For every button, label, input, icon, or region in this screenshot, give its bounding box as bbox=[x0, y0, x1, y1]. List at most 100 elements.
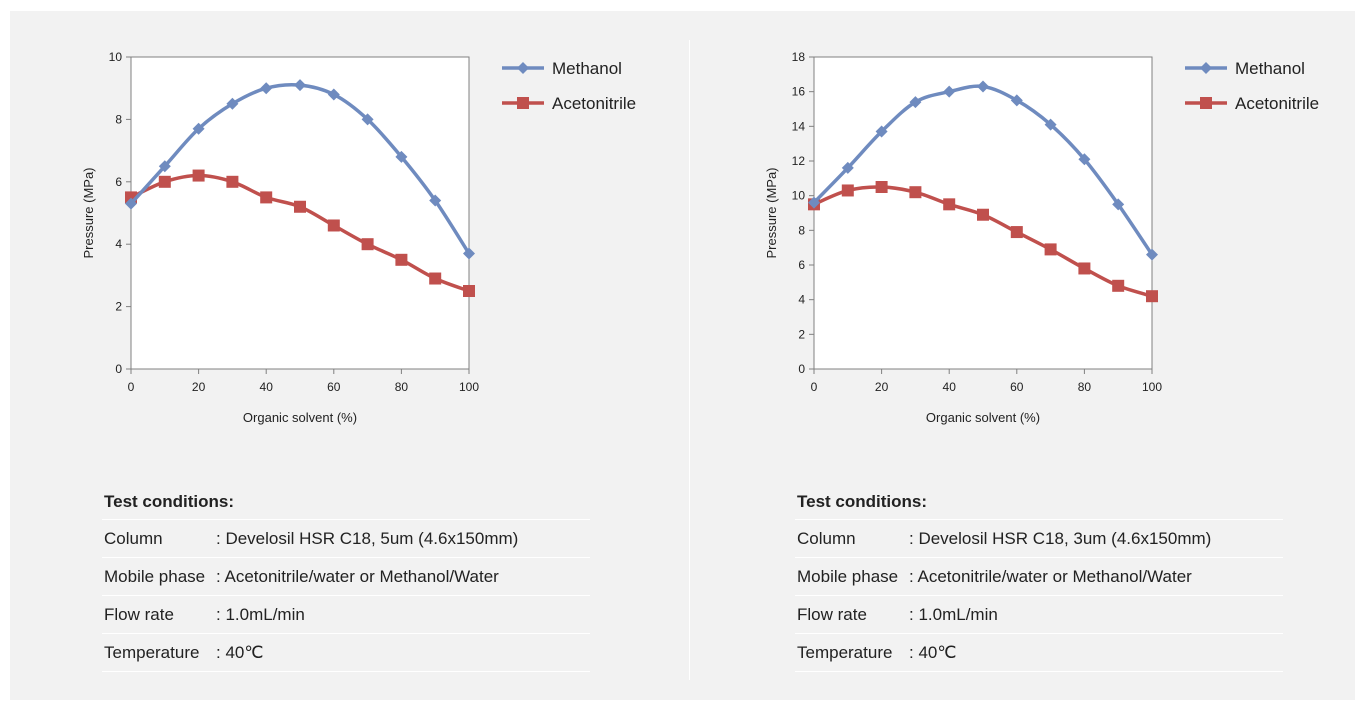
data-point-methanol bbox=[808, 196, 820, 209]
condition-row-temperature: Temperature : 40℃ bbox=[795, 634, 1283, 672]
data-point-acetonitrile bbox=[943, 198, 956, 211]
data-point-methanol bbox=[158, 160, 171, 173]
condition-value: : 1.0mL/min bbox=[216, 605, 305, 624]
legend-label: Methanol bbox=[1235, 59, 1305, 78]
condition-row-column: Column : Develosil HSR C18, 3um (4.6x150… bbox=[795, 520, 1283, 558]
data-point-methanol bbox=[1044, 118, 1057, 131]
data-point-methanol bbox=[1112, 198, 1125, 211]
condition-label: Column bbox=[104, 529, 163, 548]
y-tick-label: 10 bbox=[109, 50, 123, 64]
data-point-methanol bbox=[395, 150, 408, 163]
condition-value: : Develosil HSR C18, 3um (4.6x150mm) bbox=[909, 529, 1212, 548]
condition-label: Temperature bbox=[104, 643, 200, 662]
condition-label: Flow rate bbox=[797, 605, 867, 624]
legend-marker bbox=[517, 62, 529, 74]
condition-row-column: Column : Develosil HSR C18, 5um (4.6x150… bbox=[102, 520, 590, 558]
condition-label: Flow rate bbox=[104, 605, 174, 624]
data-point-methanol bbox=[192, 122, 205, 135]
conditions-title: Test conditions: bbox=[795, 487, 1283, 520]
legend-marker bbox=[1200, 97, 1212, 109]
condition-label: Mobile phase bbox=[797, 567, 899, 586]
condition-label: Temperature bbox=[797, 643, 893, 662]
data-point-acetonitrile bbox=[294, 200, 306, 213]
condition-value: : 40℃ bbox=[216, 643, 264, 662]
condition-row-flow-rate: Flow rate : 1.0mL/min bbox=[795, 596, 1283, 634]
data-point-acetonitrile bbox=[977, 208, 989, 221]
x-tick-label: 40 bbox=[943, 380, 957, 394]
data-point-acetonitrile bbox=[260, 191, 273, 204]
data-point-acetonitrile bbox=[875, 181, 888, 193]
condition-value: : Develosil HSR C18, 5um (4.6x150mm) bbox=[216, 529, 519, 548]
y-tick-label: 18 bbox=[792, 50, 806, 64]
data-point-methanol bbox=[125, 197, 137, 210]
x-axis-title: Organic solvent (%) bbox=[243, 410, 357, 425]
legend-marker bbox=[1200, 62, 1212, 74]
data-point-methanol bbox=[841, 161, 854, 174]
y-tick-label: 2 bbox=[798, 327, 805, 341]
x-tick-label: 0 bbox=[811, 380, 818, 394]
data-point-methanol bbox=[1010, 94, 1023, 107]
y-tick-label: 10 bbox=[792, 189, 806, 203]
legend-marker bbox=[517, 97, 529, 109]
x-tick-label: 80 bbox=[395, 380, 409, 394]
y-tick-label: 8 bbox=[798, 223, 805, 237]
data-point-acetonitrile bbox=[909, 186, 922, 199]
data-point-acetonitrile bbox=[158, 175, 171, 188]
test-conditions-right: Test conditions: Column : Develosil HSR … bbox=[795, 487, 1283, 672]
x-tick-label: 60 bbox=[327, 380, 341, 394]
data-point-acetonitrile bbox=[463, 285, 475, 297]
data-point-methanol bbox=[463, 247, 475, 260]
y-axis-title: Pressure (MPa) bbox=[764, 167, 779, 258]
x-tick-label: 100 bbox=[1142, 380, 1162, 394]
y-tick-label: 0 bbox=[115, 362, 122, 376]
legend-label: Methanol bbox=[552, 59, 622, 78]
x-axis-title: Organic solvent (%) bbox=[926, 410, 1040, 425]
condition-row-flow-rate: Flow rate : 1.0mL/min bbox=[102, 596, 590, 634]
y-tick-label: 4 bbox=[115, 237, 122, 251]
conditions-title: Test conditions: bbox=[102, 487, 590, 520]
data-point-methanol bbox=[361, 113, 374, 126]
x-tick-label: 40 bbox=[260, 380, 274, 394]
condition-label: Mobile phase bbox=[104, 567, 206, 586]
data-point-acetonitrile bbox=[226, 175, 239, 188]
y-tick-label: 6 bbox=[115, 175, 122, 189]
legend-label: Acetonitrile bbox=[1235, 94, 1319, 113]
y-tick-label: 2 bbox=[115, 300, 122, 314]
x-tick-label: 60 bbox=[1010, 380, 1024, 394]
data-point-methanol bbox=[260, 82, 273, 95]
y-axis-title: Pressure (MPa) bbox=[81, 167, 96, 258]
y-tick-label: 16 bbox=[792, 85, 806, 99]
data-point-methanol bbox=[429, 194, 442, 207]
x-tick-label: 20 bbox=[875, 380, 889, 394]
data-point-acetonitrile bbox=[1010, 226, 1023, 239]
data-point-methanol bbox=[294, 79, 306, 92]
condition-row-temperature: Temperature : 40℃ bbox=[102, 634, 590, 672]
data-point-acetonitrile bbox=[327, 219, 340, 232]
data-point-acetonitrile bbox=[841, 184, 854, 197]
data-point-acetonitrile bbox=[429, 272, 442, 285]
data-point-acetonitrile bbox=[1146, 290, 1158, 303]
data-point-methanol bbox=[327, 88, 340, 101]
y-tick-label: 4 bbox=[798, 293, 805, 307]
condition-row-mobile-phase: Mobile phase : Acetonitrile/water or Met… bbox=[795, 558, 1283, 596]
y-tick-label: 14 bbox=[792, 119, 806, 133]
x-tick-label: 0 bbox=[128, 380, 135, 394]
condition-value: : Acetonitrile/water or Methanol/Water bbox=[216, 567, 499, 586]
y-tick-label: 6 bbox=[798, 258, 805, 272]
condition-label: Column bbox=[797, 529, 856, 548]
data-point-methanol bbox=[977, 80, 989, 93]
condition-value: : 1.0mL/min bbox=[909, 605, 998, 624]
data-point-methanol bbox=[1146, 248, 1158, 261]
data-point-acetonitrile bbox=[192, 169, 205, 182]
test-conditions-left: Test conditions: Column : Develosil HSR … bbox=[102, 487, 590, 672]
data-point-methanol bbox=[1078, 153, 1091, 166]
panel-divider bbox=[689, 40, 690, 680]
data-point-acetonitrile bbox=[361, 238, 374, 251]
data-point-acetonitrile bbox=[1112, 279, 1125, 292]
data-point-methanol bbox=[909, 96, 922, 109]
y-tick-label: 8 bbox=[115, 112, 122, 126]
condition-row-mobile-phase: Mobile phase : Acetonitrile/water or Met… bbox=[102, 558, 590, 596]
data-point-acetonitrile bbox=[1078, 262, 1091, 275]
